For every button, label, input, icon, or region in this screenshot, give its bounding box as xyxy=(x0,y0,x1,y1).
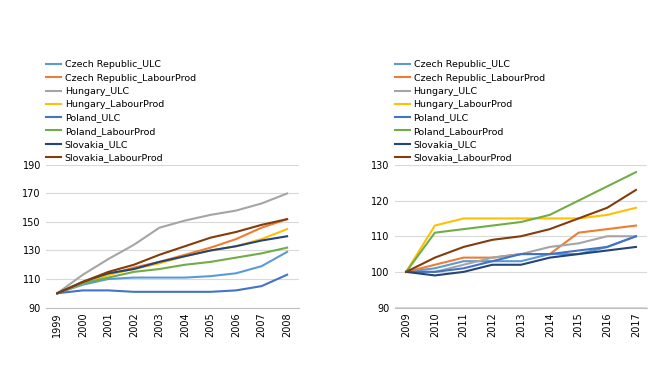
Legend: Czech Republic_ULC, Czech Republic_LabourProd, Hungary_ULC, Hungary_LabourProd, : Czech Republic_ULC, Czech Republic_Labou… xyxy=(394,60,545,162)
Legend: Czech Republic_ULC, Czech Republic_LabourProd, Hungary_ULC, Hungary_LabourProd, : Czech Republic_ULC, Czech Republic_Labou… xyxy=(46,60,196,162)
